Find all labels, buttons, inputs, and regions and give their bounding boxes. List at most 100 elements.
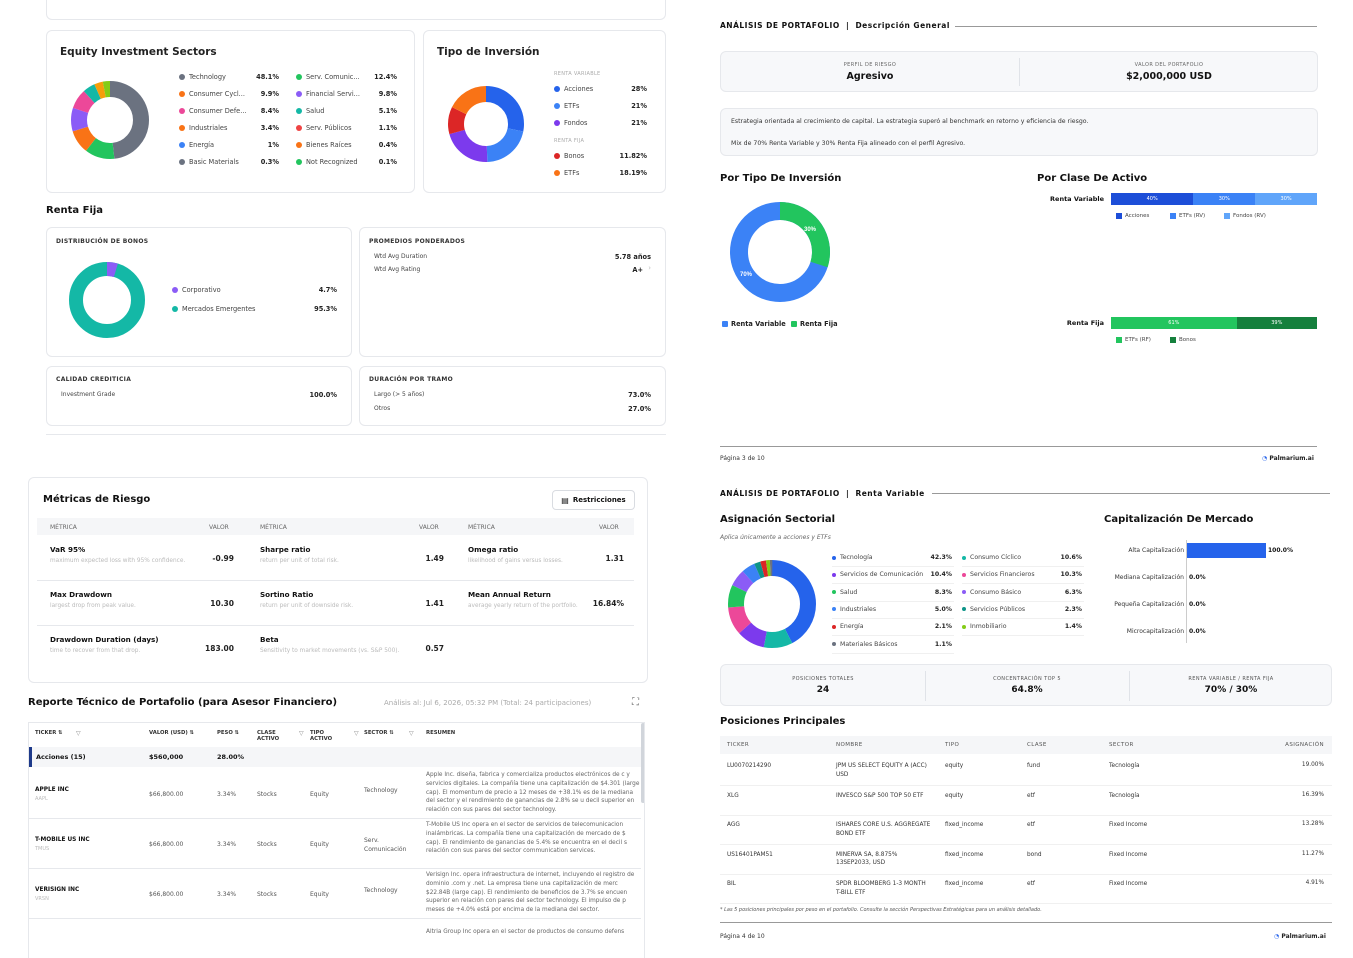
restricciones-button[interactable]: ▤ Restricciones — [552, 490, 635, 510]
tipo-donut — [448, 86, 524, 162]
metric-value: 10.30 — [210, 599, 234, 608]
legend-divider — [832, 635, 954, 637]
holding-resumen: Apple Inc. diseña, fabrica y comercializ… — [426, 772, 640, 814]
legend-dot-icon — [554, 120, 560, 126]
legend-dot-icon — [179, 74, 185, 80]
legend-label: Industriales — [189, 124, 228, 132]
report-col-header[interactable]: CLASE ACTIVO — [257, 730, 280, 742]
divider — [46, 434, 666, 435]
holding-name[interactable]: APPLE INC — [35, 787, 69, 793]
legend-value: 0.1% — [378, 158, 397, 166]
metric-desc: largest drop from peak value. — [50, 603, 136, 609]
legend-value: 8.4% — [260, 107, 279, 115]
pos-cell: equity — [945, 763, 964, 769]
pos-cell: bond — [1027, 851, 1042, 858]
legend-label: Servicios de Comunicación — [840, 571, 924, 579]
holding-clase: Stocks — [257, 891, 277, 898]
holding-value: $66,800.00 — [149, 891, 184, 898]
renta-fija-title: Renta Fija — [46, 205, 104, 216]
p3-clase-title: Por Clase De Activo — [1037, 173, 1148, 184]
report-col-header[interactable]: TICKER ⇅ — [35, 730, 63, 736]
filter-icon[interactable]: ▽ — [299, 730, 304, 737]
filter-icon[interactable]: ▽ — [76, 730, 81, 737]
cap-value: 0.0% — [1189, 601, 1206, 608]
legend-label: Materiales Básicos — [840, 640, 898, 648]
col-metrica: MÉTRICA — [50, 524, 77, 531]
rf-leg-etf: ETFs (RF) — [1116, 337, 1151, 343]
pos-cell: fixed_income — [945, 822, 984, 828]
rv-label: RENTA VARIABLE — [554, 71, 601, 77]
legend-value: 1.4% — [1064, 623, 1082, 631]
pos-cell: Tecnología — [1109, 763, 1140, 769]
metric-name: Max Drawdown — [50, 590, 112, 599]
cap-label: Mediana Capitalización — [1114, 574, 1184, 581]
report-col-header[interactable]: SECTOR ⇅ — [364, 730, 394, 736]
legend-value: 6.3% — [1064, 588, 1082, 596]
legend-label: Consumer Cycl... — [189, 90, 245, 98]
report-col-header[interactable]: RESUMEN — [426, 730, 456, 736]
rv-bar-fondos: 30% — [1255, 193, 1317, 205]
pos-cell: equity — [945, 792, 964, 799]
legend-dot-icon — [962, 590, 966, 595]
metric-desc: likelihood of gains versus losses. — [468, 558, 563, 564]
tramo-title: DURACIÓN POR TRAMO — [369, 376, 453, 383]
metric-value: 1.31 — [605, 554, 624, 563]
corp-label: Corporativo — [182, 286, 221, 294]
legend-divider — [962, 583, 1084, 585]
summary-text2: Mix de 70% Renta Variable y 30% Renta Fi… — [731, 140, 966, 147]
legend-label: Serv. Públicos — [306, 124, 352, 132]
legend-value: 11.82% — [619, 152, 647, 160]
p3-brand: ◔ Palmarium.ai — [1262, 455, 1314, 462]
legend-dot-icon — [832, 642, 836, 646]
rf-leg-bonos: Bonos — [1170, 337, 1196, 343]
equity-legend-item: Consumer Cycl... — [179, 90, 245, 98]
legend-divider — [962, 600, 1084, 602]
legend-label: Bonos — [564, 152, 585, 160]
pos-col-header: NOMBRE — [836, 742, 863, 748]
chevron-right-icon[interactable]: › — [648, 264, 651, 272]
legend-value: 21% — [631, 119, 647, 127]
metric-value: 1.49 — [425, 554, 444, 563]
legend-divider — [832, 566, 954, 567]
report-col-header[interactable]: VALOR (USD) ⇅ — [149, 730, 195, 736]
equity-legend-item: Bienes Raíces — [296, 141, 352, 149]
report-col-header[interactable]: TIPO ACTIVO — [310, 730, 333, 742]
brand-logo-icon: ◔ — [1274, 933, 1280, 940]
pos-cell: LU0070214290 — [727, 763, 772, 769]
leg-rf: Renta Fija — [800, 320, 838, 328]
risk-card: Métricas de Riesgo ▤ Restricciones MÉTRIC… — [28, 477, 648, 683]
table-scrollbar[interactable] — [641, 723, 644, 803]
cap-axis — [1186, 540, 1187, 643]
legend-value: 2.3% — [1064, 605, 1082, 613]
filter-icon[interactable]: ▽ — [409, 730, 414, 737]
reporte-sub: Análisis al: Jul 6, 2026, 05:32 PM (Tota… — [384, 699, 592, 707]
legend-value: 9.9% — [260, 90, 279, 98]
p3-header: ANÁLISIS DE PORTAFOLIO | Descripción Gen… — [720, 21, 950, 30]
pos-cell: etf — [1027, 822, 1035, 828]
cal-title: CALIDAD CREDITICIA — [56, 376, 132, 383]
p3-legend-rf: Renta Fija — [791, 320, 838, 328]
sector-legend-item: Servicios de Comunicación — [832, 571, 923, 578]
p3-h2: Descripción General — [855, 21, 950, 30]
holding-name[interactable]: T-MOBILE US INC — [35, 837, 90, 843]
legend-label: Basic Materials — [189, 158, 239, 166]
holding-name[interactable]: VERISIGN INC — [35, 887, 80, 893]
tipo-legend-item: Fondos — [554, 119, 587, 127]
legend-label: Salud — [840, 588, 858, 596]
pos-cell: BIL — [727, 881, 736, 887]
metric-value: 16.84% — [592, 599, 624, 608]
metric-value: -0.99 — [212, 554, 234, 563]
p4-brand: ◔ Palmarium.ai — [1274, 933, 1326, 940]
expand-icon[interactable]: ⛶ — [632, 697, 639, 708]
equity-legend-item: Energía — [179, 141, 214, 149]
legend-label: Serv. Comunic... — [306, 73, 360, 81]
pos-cell: 19.00% — [1301, 762, 1324, 768]
document-icon: ▤ — [561, 495, 569, 505]
reporte-table: TICKER ⇅ VALOR (USD) ⇅ PESO ⇅ CLASE ACTIVO T… — [28, 722, 645, 958]
equity-legend-item: Consumer Defe... — [179, 107, 247, 115]
report-col-header[interactable]: PESO ⇅ — [217, 730, 240, 736]
filter-icon[interactable]: ▽ — [354, 730, 359, 737]
leg-rv: Renta Variable — [731, 320, 786, 328]
group-row[interactable] — [29, 747, 641, 767]
legend-label: Servicios Públicos — [970, 605, 1026, 613]
